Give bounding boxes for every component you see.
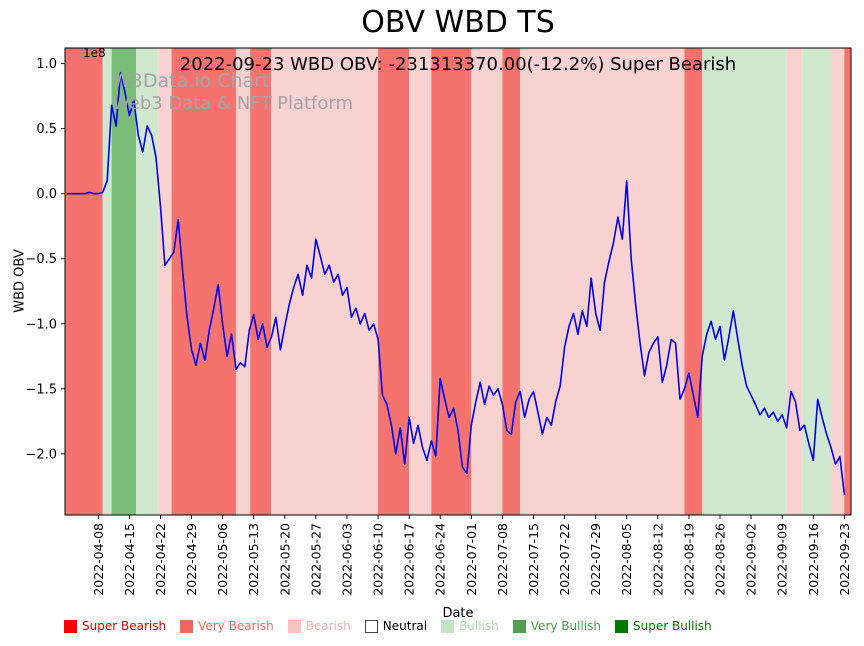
watermark-brand: W3Data.io Chart xyxy=(112,70,270,92)
regime-band-very-bullish xyxy=(111,48,137,515)
x-tick-label: 2022-05-06 xyxy=(215,523,230,596)
y-tick-label: 0.5 xyxy=(36,122,57,137)
x-tick-label: 2022-07-01 xyxy=(464,523,479,596)
regime-band-very-bearish xyxy=(250,48,272,515)
regime-band-bearish xyxy=(235,48,251,515)
regime-band-bearish xyxy=(520,48,685,515)
x-tick-label: 2022-05-20 xyxy=(277,523,292,596)
regime-band-very-bearish xyxy=(502,48,521,515)
x-tick-label: 2022-06-10 xyxy=(371,523,386,596)
x-tick-label: 2022-04-22 xyxy=(153,523,168,596)
regime-band-very-bearish xyxy=(171,48,236,515)
y-tick-label: −0.5 xyxy=(25,252,57,267)
x-tick-label: 2022-04-08 xyxy=(91,523,106,596)
legend-swatch-icon xyxy=(287,619,301,633)
regime-band-bullish xyxy=(702,48,787,515)
legend-swatch-icon xyxy=(364,619,378,633)
y-tick-label: −2.0 xyxy=(25,447,57,462)
legend-swatch-icon xyxy=(64,619,77,633)
x-tick-label: 2022-09-16 xyxy=(806,523,821,596)
legend-label: Neutral xyxy=(382,619,428,633)
legend-label: Super Bearish xyxy=(82,619,167,633)
legend-label: Bullish xyxy=(459,619,499,633)
y-axis-multiplier: 1e8 xyxy=(83,46,106,60)
x-tick-label: 2022-09-02 xyxy=(744,523,759,596)
x-tick-label: 2022-09-23 xyxy=(837,523,852,596)
y-tick-label: −1.5 xyxy=(25,382,57,397)
plot-border xyxy=(64,47,852,516)
x-tick-label: 2022-07-08 xyxy=(495,523,510,596)
x-tick-label: 2022-08-05 xyxy=(619,523,634,596)
regime-band-bearish xyxy=(471,48,503,515)
x-tick-label: 2022-04-29 xyxy=(184,523,199,596)
x-tick-label: 2022-06-24 xyxy=(433,523,448,596)
legend-item-super-bullish: Super Bullish xyxy=(615,619,712,633)
watermark-tagline: Web3 Data & NFT Platform xyxy=(112,93,354,114)
legend-item-very-bearish: Very Bearish xyxy=(180,619,274,633)
regime-band-very-bearish xyxy=(844,48,851,515)
chart-subtitle: 2022-09-23 WBD OBV: -231313370.00(-12.2%… xyxy=(179,54,737,75)
legend-item-bullish: Bullish xyxy=(441,619,499,633)
legend-label: Very Bearish xyxy=(198,619,274,633)
x-axis-label: Date xyxy=(442,606,474,621)
x-tick-label: 2022-06-03 xyxy=(339,523,354,596)
regime-band-very-bearish xyxy=(378,48,410,515)
legend-item-neutral: Neutral xyxy=(364,619,428,633)
regime-band-bearish xyxy=(786,48,803,515)
y-tick-label: −1.0 xyxy=(25,317,57,332)
chart-title: OBV WBD TS xyxy=(361,5,555,40)
regime-band-bullish xyxy=(802,48,832,515)
regime-band-bullish xyxy=(136,48,159,515)
x-tick-label: 2022-07-22 xyxy=(557,523,572,596)
x-tick-label: 2022-07-29 xyxy=(588,523,603,596)
x-tick-label: 2022-07-15 xyxy=(526,523,541,596)
legend-swatch-icon xyxy=(180,619,194,633)
x-tick-label: 2022-05-27 xyxy=(308,523,323,596)
legend-label: Very Bullish xyxy=(530,619,601,633)
x-tick-label: 2022-08-19 xyxy=(681,523,696,596)
legend-swatch-icon xyxy=(615,619,628,633)
regime-band-bearish xyxy=(158,48,172,515)
regime-band-bearish xyxy=(271,48,379,515)
legend: Super Bearish Very Bearish Bearish Neutral B… xyxy=(64,619,712,633)
legend-label: Bearish xyxy=(305,619,351,633)
legend-swatch-icon xyxy=(441,619,455,633)
obv-line xyxy=(66,71,846,496)
regime-band-bullish xyxy=(102,48,112,515)
x-tick-label: 2022-04-15 xyxy=(122,523,137,596)
y-tick-label: 0.0 xyxy=(36,187,57,202)
x-tick-label: 2022-08-26 xyxy=(713,523,728,596)
x-tick-label: 2022-06-17 xyxy=(402,523,417,596)
legend-label: Super Bullish xyxy=(633,619,712,633)
legend-item-super-bearish: Super Bearish xyxy=(64,619,166,633)
y-axis-label: WBD OBV xyxy=(12,249,28,313)
x-tick-label: 2022-08-12 xyxy=(650,523,665,596)
regime-band-very-bearish xyxy=(65,48,103,515)
regime-band-bearish xyxy=(409,48,432,515)
legend-swatch-icon xyxy=(512,619,526,633)
regime-band-bearish xyxy=(831,48,845,515)
legend-item-very-bullish: Very Bullish xyxy=(512,619,601,633)
legend-item-bearish: Bearish xyxy=(287,619,351,633)
x-tick-label: 2022-09-09 xyxy=(775,523,790,596)
y-tick-label: 1.0 xyxy=(36,57,57,72)
regime-band-very-bearish xyxy=(431,48,472,515)
regime-band-very-bearish xyxy=(684,48,703,515)
x-tick-label: 2022-05-13 xyxy=(246,523,261,596)
